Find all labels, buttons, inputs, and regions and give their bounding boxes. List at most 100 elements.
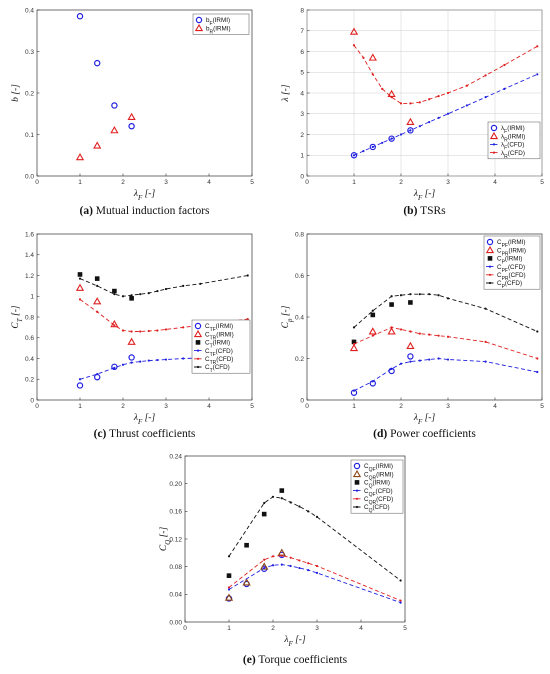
data-point (139, 330, 142, 333)
y-tick-label: 7 (300, 28, 304, 35)
x-tick-label: 3 (446, 179, 450, 186)
data-point (129, 296, 134, 301)
legend-label: bR(IRMI) (206, 25, 231, 35)
legend-symbol (193, 329, 203, 338)
legend-label: bF(IRMI) (206, 17, 230, 27)
legend-symbol (352, 469, 362, 478)
y-tick-label: 2 (300, 132, 304, 139)
data-point (242, 578, 251, 586)
legend-label: CPR(CFD) (497, 272, 526, 282)
y-axis-label: CQ [-] (159, 527, 172, 552)
x-tick-label: 2 (399, 403, 403, 410)
series-e-4 (227, 554, 402, 602)
data-point (370, 312, 376, 318)
legend-label: CPR(IRMI) (497, 247, 526, 257)
series-e-2 (226, 488, 285, 578)
panel-caption: (b) TSRs (403, 205, 446, 217)
data-point (368, 53, 377, 61)
panel-caption: (a) Mutual induction factors (80, 205, 211, 217)
data-point (271, 495, 275, 498)
data-point (418, 293, 421, 296)
data-point (536, 357, 539, 360)
y-tick-label: 0.04 (169, 592, 182, 599)
data-point (349, 343, 359, 352)
series-line (79, 275, 248, 297)
data-point (536, 330, 539, 333)
x-tick-label: 5 (250, 403, 254, 410)
data-point (418, 359, 421, 362)
x-tick-label: 3 (164, 179, 168, 186)
data-point (371, 145, 374, 149)
data-point (503, 63, 506, 67)
data-point (408, 300, 413, 305)
data-point (78, 378, 82, 381)
data-point (446, 297, 450, 300)
data-point (94, 276, 100, 281)
x-tick-label: 4 (493, 403, 497, 410)
x-tick-label: 0 (35, 403, 39, 410)
data-point (352, 326, 356, 329)
data-point (399, 579, 402, 582)
legend-symbol (353, 462, 361, 470)
data-point (484, 340, 487, 343)
legend-label: CTF(IRMI) (205, 323, 233, 333)
legend-symbol (492, 151, 496, 154)
data-point (139, 360, 142, 363)
y-tick-label: 0.4 (25, 7, 34, 14)
data-point (121, 363, 125, 366)
data-point (263, 558, 266, 561)
data-point (139, 293, 142, 296)
data-point (127, 337, 136, 345)
data-point (261, 511, 267, 517)
x-axis-label: λF [-] (133, 413, 156, 426)
data-point (289, 556, 292, 559)
series-c-2 (77, 272, 134, 301)
legend-symbol (488, 273, 492, 276)
legend-label: CQ(IRMI) (364, 480, 390, 490)
legend-label: λR(CFD) (501, 150, 525, 160)
y-axis-label: λ [-] (281, 84, 291, 102)
x-tick-label: 5 (540, 403, 544, 410)
data-point (352, 154, 356, 157)
y-tick-label: 0 (300, 397, 304, 404)
data-point (78, 277, 82, 280)
data-point (406, 117, 415, 125)
x-tick-label: 0 (183, 625, 187, 632)
x-axis-label: λF [-] (413, 413, 436, 426)
data-point (484, 307, 487, 310)
data-point (371, 380, 374, 383)
data-point (407, 127, 414, 134)
y-tick-label: 8 (300, 7, 304, 14)
data-point (399, 328, 403, 331)
x-tick-label: 1 (227, 625, 231, 632)
data-point (399, 601, 402, 604)
y-tick-label: 5 (300, 70, 304, 77)
data-point (437, 95, 440, 98)
data-point (280, 563, 283, 566)
panel-caption: (e) Torque coefficients (243, 654, 348, 666)
legend-label: CTF(CFD) (205, 348, 233, 358)
data-point (315, 571, 319, 574)
legend-label: λF(IRMI) (501, 125, 525, 135)
legend-symbol (194, 23, 204, 32)
data-point (446, 112, 450, 115)
data-point (369, 143, 376, 151)
data-point (182, 357, 185, 360)
data-point (246, 274, 249, 277)
data-point (381, 87, 384, 90)
y-axis-label: CT [-] (11, 305, 24, 328)
data-point (390, 295, 393, 298)
data-point (418, 332, 421, 335)
data-point (437, 116, 440, 119)
data-point (76, 382, 84, 389)
legend-label: CTR(IRMI) (205, 331, 234, 341)
data-point (147, 329, 150, 333)
legend-symbol (490, 124, 498, 132)
data-point (128, 122, 135, 130)
series-b-3 (352, 44, 539, 105)
data-point (484, 360, 487, 363)
data-point (96, 284, 99, 287)
data-point (113, 324, 116, 327)
data-point (446, 335, 450, 338)
y-tick-label: 0 (300, 173, 304, 180)
